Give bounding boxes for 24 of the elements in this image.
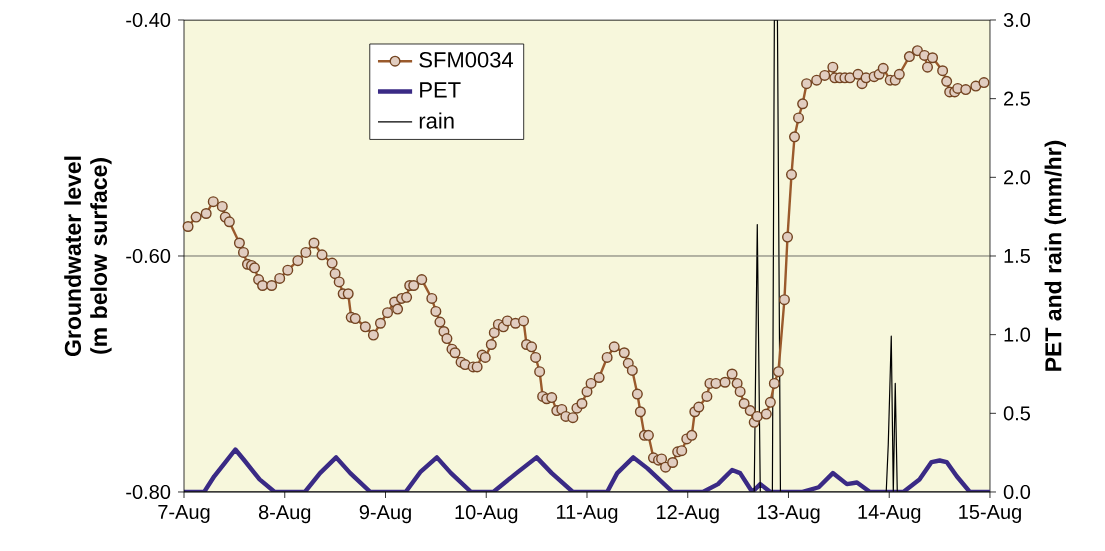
- x-tick-label: 15-Aug: [959, 505, 1021, 523]
- x-tick-label: 7-Aug: [158, 505, 210, 523]
- x-tick-label: 10-Aug: [455, 505, 518, 524]
- x-tick-label: 8-Aug: [258, 505, 311, 524]
- x-tick-label: 9-Aug: [359, 505, 411, 524]
- y2-tick-label: 1.0: [1004, 327, 1031, 342]
- x-tick-label: 11-Aug: [557, 505, 618, 523]
- y2-tick-label: 0.5: [1003, 406, 1031, 421]
- x-tick-label: 13-Aug: [757, 505, 820, 524]
- y-axis-title: Groundwater level (m below surface): [64, 156, 112, 357]
- y2-tick-label: 1.5: [1004, 249, 1031, 263]
- y2-tick-label: 2.5: [1004, 91, 1031, 106]
- y2-tick-label: 3.0: [1003, 12, 1031, 28]
- x-tick-label: 12-Aug: [657, 505, 719, 524]
- y2-tick-label: 0.0: [1003, 484, 1031, 500]
- x-tick-label: 14-Aug: [858, 505, 921, 523]
- y2-tick-label: 2.0: [1004, 170, 1031, 185]
- y2-axis-title: PET and rain (mm/hr): [1044, 140, 1067, 371]
- legend-label: SFM0034: [419, 52, 514, 68]
- legend-label: rain: [419, 112, 454, 129]
- y-tick-label: -0.80: [126, 484, 171, 500]
- y-tick-label: -0.40: [126, 12, 171, 28]
- y-tick-label: -0.60: [126, 248, 171, 264]
- legend-label: PET: [420, 82, 461, 98]
